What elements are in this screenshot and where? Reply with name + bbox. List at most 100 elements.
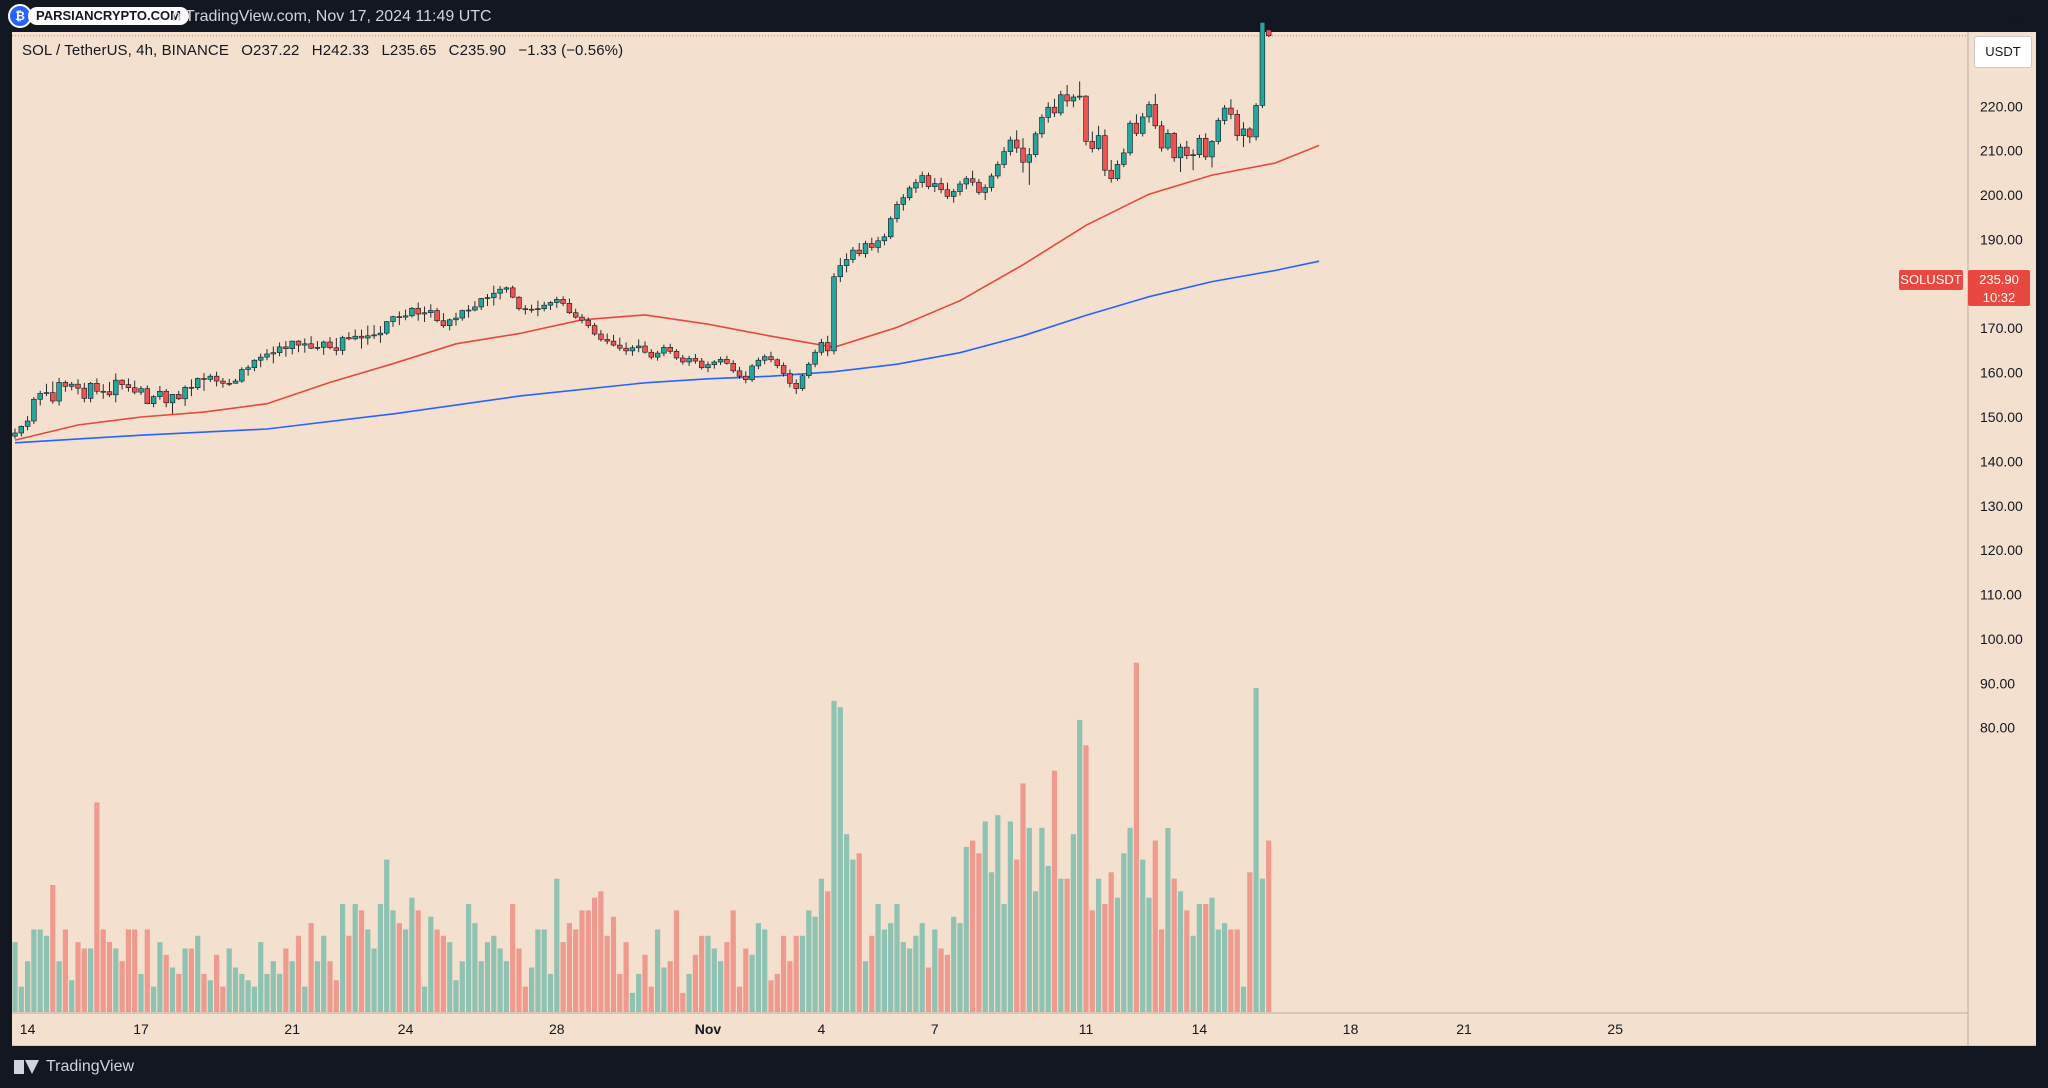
candle-body [37,393,43,400]
candle [1158,120,1165,152]
candle [377,326,384,343]
volume-bar [862,961,869,1012]
volume-bar [1140,859,1146,1012]
currency-button[interactable]: USDT [1974,36,2032,68]
x-tick-label: Nov [695,1021,722,1037]
candle [1001,147,1007,169]
candle-body [604,339,610,342]
candle-body [1032,133,1039,155]
candle [932,178,938,192]
candle [213,371,220,387]
volume-bar [1196,904,1202,1012]
candle-body [176,394,182,400]
candle [673,349,680,360]
x-tick-label: 17 [133,1021,149,1037]
candle [610,334,617,347]
volume-bar [925,967,932,1012]
volume-bar [491,935,497,1012]
volume-bar [440,935,446,1012]
candle [963,175,970,190]
candle-body [768,356,774,361]
candle-body [358,335,365,339]
volume-bar [1039,827,1045,1012]
candle [138,385,144,395]
x-tick-label: 14 [1192,1021,1208,1037]
candle [239,367,245,383]
candle [598,330,604,342]
candle [176,390,182,401]
volume-bar [62,929,68,1012]
y-tick-label: 210.00 [1980,143,2023,159]
candle-body [472,306,478,311]
candle [761,354,768,365]
candle-body [94,382,100,392]
volume-bar [875,904,881,1012]
watermark-logo: ₿ PARSIANCRYPTO.COM [8,4,189,28]
candle-body [69,383,75,387]
volume-bar [151,986,157,1012]
volume-bar [1165,827,1171,1012]
candle-body [522,308,529,311]
candle-body [402,315,409,318]
volume-bar [919,923,925,1012]
candle [1259,19,1266,109]
volume-bar [1177,891,1184,1012]
candle [705,361,711,373]
candle-body [377,332,384,336]
volume-bar [636,973,642,1012]
candle [1190,149,1196,171]
candle-body [56,382,62,402]
candle [383,321,390,335]
candle-body [610,340,617,346]
candle-body [1001,151,1007,165]
candle [1108,160,1114,183]
volume-bar [667,961,673,1012]
candle [875,236,881,253]
candle-body [995,164,1001,177]
candle [566,298,573,315]
volume-bar [497,948,503,1012]
volume-bar [1133,662,1139,1012]
candle-body [900,197,907,205]
volume-bar [932,929,938,1012]
candle-body [434,310,440,321]
candle-body [163,390,169,404]
candle [1051,98,1058,117]
volume-bar [1102,904,1108,1012]
candle-body [302,343,308,346]
volume-bar [881,929,887,1012]
candle-body [75,383,81,389]
candle-body [881,236,888,242]
candle-body [654,352,661,358]
candle [1221,104,1228,125]
candle [169,393,176,414]
candle-body [642,345,648,353]
candle [906,185,913,201]
volume-bar [270,961,276,1012]
volume-bar [163,954,169,1012]
candle-body [484,297,491,299]
candle-body [894,204,900,219]
candle [428,304,434,318]
volume-bar [447,942,453,1012]
tradingview-brand[interactable]: TradingView [14,1058,134,1076]
volume-bar [1259,878,1265,1012]
candle-body [1221,107,1228,121]
x-tick-label: 24 [398,1021,414,1037]
candle [201,373,207,391]
candle-body [239,369,245,382]
candle [182,385,188,406]
candle [1064,85,1070,107]
candle-body [976,181,982,193]
volume-bar [56,961,62,1012]
candle-body [698,360,705,369]
volume-bar [421,986,428,1012]
volume-bar [472,923,478,1012]
candle [81,382,88,403]
volume-bar [75,942,81,1012]
bar-countdown: 10:32 [1982,290,2016,305]
candle [976,179,982,195]
candle [188,379,195,397]
volume-bar [43,935,50,1012]
